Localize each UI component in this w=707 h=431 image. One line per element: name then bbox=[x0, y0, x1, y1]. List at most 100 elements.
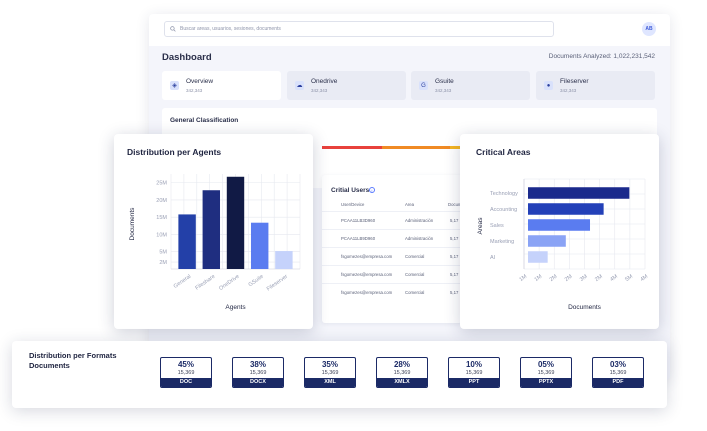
bar bbox=[226, 176, 245, 269]
cell-area: Administración bbox=[405, 236, 434, 241]
format-box-pptx[interactable]: 05% 15,369 PPTX bbox=[520, 357, 572, 388]
cloud-icon: ☁ bbox=[295, 81, 304, 90]
search-input[interactable]: Buscar areas, usuarios, sesiones, docume… bbox=[164, 21, 554, 37]
x-tick-label: 1M bbox=[534, 273, 544, 283]
format-box-doc[interactable]: 45% 15,369 DOC bbox=[160, 357, 212, 388]
format-percent: 03% bbox=[609, 360, 626, 369]
format-count: 15,369 bbox=[465, 370, 483, 376]
areas-chart-card: Critical Areas 1M 1M 2M 2M 3M 2M 4M 5M 4M Technol… bbox=[460, 134, 659, 329]
top-bar: Buscar areas, usuarios, sesiones, docume… bbox=[149, 14, 670, 46]
table-row[interactable]: fsgomezes@empresa.com Comercial 5,17 bbox=[322, 247, 462, 265]
y-tick-label: 5M bbox=[159, 250, 167, 256]
x-tick-label: 1M bbox=[518, 273, 528, 283]
tab-label: Overview bbox=[186, 78, 214, 85]
y-axis-label: Documents bbox=[129, 207, 136, 241]
tab-overview[interactable]: ◈ Overview 342,343 bbox=[162, 71, 281, 100]
x-tick-label: 2M bbox=[594, 273, 604, 283]
agents-chart-title: Distribution per Agents bbox=[127, 147, 222, 157]
x-tick-label: OneDrive bbox=[218, 274, 240, 292]
column-header-user: User/Device bbox=[341, 202, 365, 207]
bar bbox=[275, 251, 293, 269]
cell-user: fsgomezes@empresa.com bbox=[341, 254, 393, 259]
info-icon[interactable]: i bbox=[369, 187, 375, 193]
format-count: 15,369 bbox=[609, 370, 627, 376]
table-row[interactable]: PCAA11LB3D960 Administración 5,17 bbox=[322, 211, 462, 229]
x-tick-label: GSuite bbox=[248, 274, 265, 289]
format-box-xmlx[interactable]: 28% 15,369 XMLX bbox=[376, 357, 428, 388]
x-tick-label: 4M bbox=[639, 273, 649, 283]
bar bbox=[528, 235, 566, 247]
tab-onedrive[interactable]: ☁ Onedrive 342,343 bbox=[287, 71, 406, 100]
search-icon bbox=[170, 26, 176, 32]
x-tick-label: 4M bbox=[609, 273, 619, 283]
cell-user: PCAA11LB3D960 bbox=[341, 218, 376, 223]
bar bbox=[250, 222, 269, 269]
progress-segment-red bbox=[322, 146, 382, 149]
cell-docs: 5,17 bbox=[450, 254, 459, 259]
cell-user: PCAA11LB9D960 bbox=[341, 236, 376, 241]
tab-count: 342,343 bbox=[435, 88, 452, 93]
agents-chart: 2M 5M 10M 15M 20M 25M General Fileshare OneDrive… bbox=[129, 174, 301, 311]
x-tick-label: Fileshare bbox=[194, 274, 216, 292]
progress-segment-orange bbox=[381, 146, 450, 149]
x-tick-label: 5M bbox=[624, 273, 634, 283]
format-box-pdf[interactable]: 03% 15,369 PDF bbox=[592, 357, 644, 388]
y-axis-label: Areas bbox=[477, 217, 484, 235]
search-placeholder: Buscar areas, usuarios, sesiones, docume… bbox=[180, 26, 281, 32]
cell-docs: 5,17 bbox=[450, 236, 459, 241]
bar bbox=[528, 251, 548, 263]
format-box-xml[interactable]: 35% 15,369 XML bbox=[304, 357, 356, 388]
cell-user: fsgomezes@empresa.com bbox=[341, 290, 393, 295]
bar bbox=[202, 190, 221, 269]
y-tick-label: Sales bbox=[490, 223, 504, 229]
y-tick-label: Technology bbox=[490, 191, 518, 197]
x-tick-label: General bbox=[173, 274, 192, 290]
format-count: 15,369 bbox=[177, 370, 195, 376]
tab-fileserver[interactable]: ● Fileserver 342,343 bbox=[536, 71, 655, 100]
y-tick-label: 20M bbox=[156, 198, 167, 204]
user-icon: ● bbox=[544, 81, 553, 90]
x-axis-label: Documents bbox=[568, 304, 602, 311]
format-count: 15,369 bbox=[249, 370, 267, 376]
format-label: XMLX bbox=[377, 378, 427, 387]
format-percent: 05% bbox=[537, 360, 554, 369]
format-label: PPTX bbox=[521, 378, 571, 387]
areas-chart: 1M 1M 2M 2M 3M 2M 4M 5M 4M Technology Accounting Sa… bbox=[477, 178, 649, 311]
bar bbox=[528, 203, 604, 215]
y-tick-label: Accounting bbox=[490, 207, 517, 213]
x-axis-label: Agents bbox=[225, 304, 246, 311]
y-tick-label: Marketing bbox=[490, 239, 514, 245]
table-row[interactable]: PCAA11LB9D960 Administración 5,17 bbox=[322, 229, 462, 247]
cell-docs: 5,17 bbox=[450, 218, 459, 223]
avatar[interactable]: AB bbox=[642, 22, 656, 36]
format-percent: 35% bbox=[321, 360, 338, 369]
tab-gsuite[interactable]: G Gsuite 342,343 bbox=[411, 71, 530, 100]
format-percent: 38% bbox=[249, 360, 266, 369]
format-box-ppt[interactable]: 10% 15,369 PPT bbox=[448, 357, 500, 388]
format-box-docx[interactable]: 38% 15,369 DOCX bbox=[232, 357, 284, 388]
y-tick-label: 15M bbox=[156, 215, 167, 221]
cell-docs: 5,17 bbox=[450, 272, 459, 277]
x-tick-label: Fileserver bbox=[266, 274, 289, 293]
tab-count: 342,343 bbox=[186, 88, 203, 93]
bar bbox=[528, 187, 630, 199]
table-row[interactable]: fsgomezes@empresa.com Comercial 5,17 bbox=[322, 265, 462, 283]
format-label: PDF bbox=[593, 378, 643, 387]
column-header-area: Area bbox=[405, 202, 415, 207]
column-header-docs: Docum bbox=[448, 202, 462, 207]
page-title: Dashboard bbox=[162, 52, 212, 63]
y-tick-label: 10M bbox=[156, 232, 167, 238]
x-tick-label: 3M bbox=[579, 273, 589, 283]
table-row[interactable]: fsgomezes@empresa.com Comercial 5,17 bbox=[322, 283, 462, 301]
cell-docs: 5,17 bbox=[450, 290, 459, 295]
y-tick-label: 25M bbox=[156, 181, 167, 187]
y-tick-label: AI bbox=[490, 255, 496, 261]
format-count: 15,369 bbox=[393, 370, 411, 376]
cell-area: Comercial bbox=[405, 272, 425, 277]
tab-count: 342,343 bbox=[311, 88, 328, 93]
format-label: PPT bbox=[449, 378, 499, 387]
areas-chart-title: Critical Areas bbox=[476, 147, 531, 157]
google-icon: G bbox=[419, 81, 428, 90]
format-percent: 45% bbox=[177, 360, 194, 369]
format-label: DOCX bbox=[233, 378, 283, 387]
